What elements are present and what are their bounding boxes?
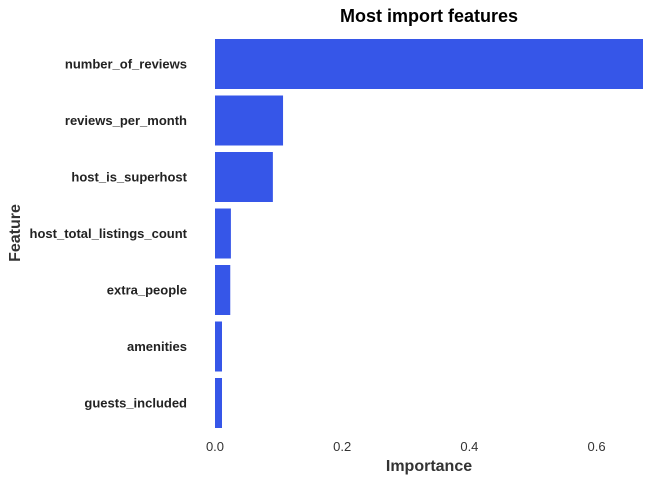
y-axis-title: Feature xyxy=(7,204,24,262)
category-label: amenities xyxy=(127,339,187,354)
x-tick-label: 0.2 xyxy=(333,439,351,454)
category-label: guests_included xyxy=(84,396,187,411)
x-tick-labels: 0.0 0.2 0.4 0.6 xyxy=(206,439,606,454)
category-label: reviews_per_month xyxy=(65,113,187,128)
bar xyxy=(215,265,231,315)
bar xyxy=(215,321,222,372)
bar xyxy=(215,378,222,428)
x-tick-label: 0.0 xyxy=(206,439,224,454)
x-tick-label: 0.4 xyxy=(460,439,478,454)
bars-group xyxy=(215,39,643,428)
category-labels: number_of_reviews reviews_per_month host_i… xyxy=(30,57,188,411)
bar xyxy=(215,152,273,202)
bar xyxy=(215,95,284,146)
chart-title: Most import features xyxy=(340,6,518,26)
x-tick-label: 0.6 xyxy=(588,439,606,454)
bar xyxy=(215,39,643,89)
category-label: number_of_reviews xyxy=(65,57,187,72)
category-label: host_is_superhost xyxy=(71,170,187,185)
category-label: host_total_listings_count xyxy=(30,226,188,241)
x-axis-title: Importance xyxy=(386,458,472,475)
category-label: extra_people xyxy=(107,283,187,298)
bar xyxy=(215,208,231,259)
